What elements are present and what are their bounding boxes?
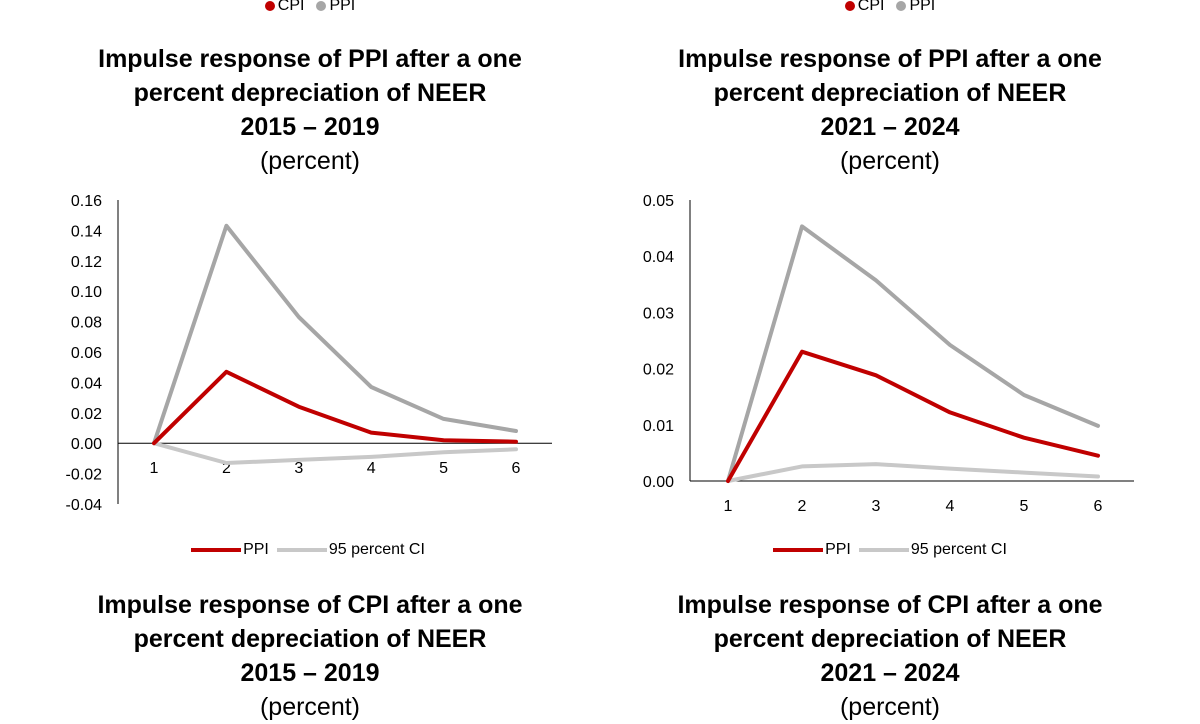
y-tick-label: 0.10 — [71, 284, 102, 301]
y-tick-label: 0.04 — [71, 375, 102, 392]
legend-entry-cpi: CPI — [844, 0, 884, 15]
ppi-line-swatch — [773, 548, 824, 552]
ppi-legend-dot — [316, 0, 327, 11]
title-line: percent depreciation of NEER — [133, 625, 487, 653]
legend-entry-cpi: CPI — [264, 0, 304, 15]
x-tick-label: 1 — [724, 498, 733, 515]
x-tick-label: 2 — [798, 498, 807, 515]
chart-title-cpi-2021-2024: Impulse response of CPI after a one perc… — [590, 588, 1190, 724]
top-legend-left: CPI PPI — [160, 0, 460, 17]
legend-label-ppi: PPI — [243, 541, 269, 558]
x-tick-label: 4 — [367, 460, 376, 477]
x-tick-label: 5 — [1020, 498, 1029, 515]
x-tick-label: 6 — [1094, 498, 1103, 515]
title-line: Impulse response of PPI after a one — [98, 45, 522, 73]
top-legend-right: CPI PPI — [740, 0, 1040, 17]
y-tick-label: 0.12 — [71, 254, 102, 271]
title-line: percent depreciation of NEER — [713, 625, 1067, 653]
cpi-legend-dot — [264, 0, 275, 11]
chart-title-ppi-2015-2019: Impulse response of PPI after a one perc… — [10, 42, 610, 178]
y-tick-label: -0.02 — [66, 467, 103, 484]
y-tick-label: 0.00 — [643, 474, 674, 491]
x-tick-label: 3 — [872, 498, 881, 515]
x-tick-label: 3 — [294, 460, 303, 477]
charts-canvas: 0.16 0.14 0.12 0.10 0.08 0.06 0.04 0.02 0.00 -0.0… — [66, 193, 1134, 515]
y-tick-label: 0.03 — [643, 305, 674, 322]
ci-band-line — [726, 462, 1100, 483]
y-tick-label: -0.04 — [66, 497, 103, 514]
ppi-series-line — [152, 369, 518, 446]
ci-band-line — [726, 224, 1100, 483]
chart-title-cpi-2015-2019: Impulse response of CPI after a one perc… — [10, 588, 610, 724]
ppi-series-line — [726, 349, 1100, 483]
ci-line-swatch — [858, 548, 909, 552]
ci-band-line — [152, 441, 518, 465]
title-line: percent depreciation of NEER — [133, 79, 487, 107]
legend-label-ci: 95 percent CI — [328, 541, 425, 558]
title-unit: (percent) — [259, 147, 361, 175]
legend-label-ppi: PPI — [825, 541, 851, 558]
title-line: percent depreciation of NEER — [713, 79, 1067, 107]
y-tick-label: 0.04 — [643, 249, 674, 266]
title-period: 2015 – 2019 — [240, 113, 380, 141]
chart-title-ppi-2021-2024: Impulse response of PPI after a one perc… — [590, 42, 1190, 178]
x-tick-label: 4 — [946, 498, 955, 515]
chart-legend-right: PPI 95 percent CI — [594, 541, 1194, 559]
x-tick-label: 2 — [222, 460, 231, 477]
ci-line-swatch — [276, 548, 327, 552]
y-tick-label: 0.01 — [643, 418, 674, 435]
legend-label-ci: 95 percent CI — [910, 541, 1007, 558]
title-line: Impulse response of CPI after a one — [97, 591, 523, 619]
x-tick-label: 6 — [512, 460, 521, 477]
y-tick-label: 0.16 — [71, 193, 102, 210]
title-period: 2021 – 2024 — [820, 113, 960, 141]
y-tick-label: 0.14 — [71, 223, 102, 240]
x-tick-label: 1 — [150, 460, 159, 477]
y-tick-label: 0.08 — [71, 315, 102, 332]
ppi-legend-dot — [896, 0, 907, 11]
legend-entry-ppi: PPI — [896, 0, 935, 15]
ppi-line-swatch — [191, 548, 242, 552]
chart-legend-left: PPI 95 percent CI — [12, 541, 612, 559]
y-tick-label: 0.02 — [643, 362, 674, 379]
cpi-legend-dot — [844, 0, 855, 11]
ci-band-line — [152, 223, 518, 446]
title-line: Impulse response of CPI after a one — [677, 591, 1103, 619]
y-tick-label: 0.00 — [71, 436, 102, 453]
y-tick-label: 0.05 — [643, 193, 674, 210]
title-line: Impulse response of PPI after a one — [678, 45, 1102, 73]
y-tick-label: 0.06 — [71, 345, 102, 362]
title-period: 2015 – 2019 — [240, 659, 380, 687]
legend-entry-ppi: PPI — [316, 0, 355, 15]
y-tick-label: 0.02 — [71, 406, 102, 423]
x-tick-label: 5 — [439, 460, 448, 477]
title-unit: (percent) — [839, 147, 941, 175]
title-period: 2021 – 2024 — [820, 659, 960, 687]
